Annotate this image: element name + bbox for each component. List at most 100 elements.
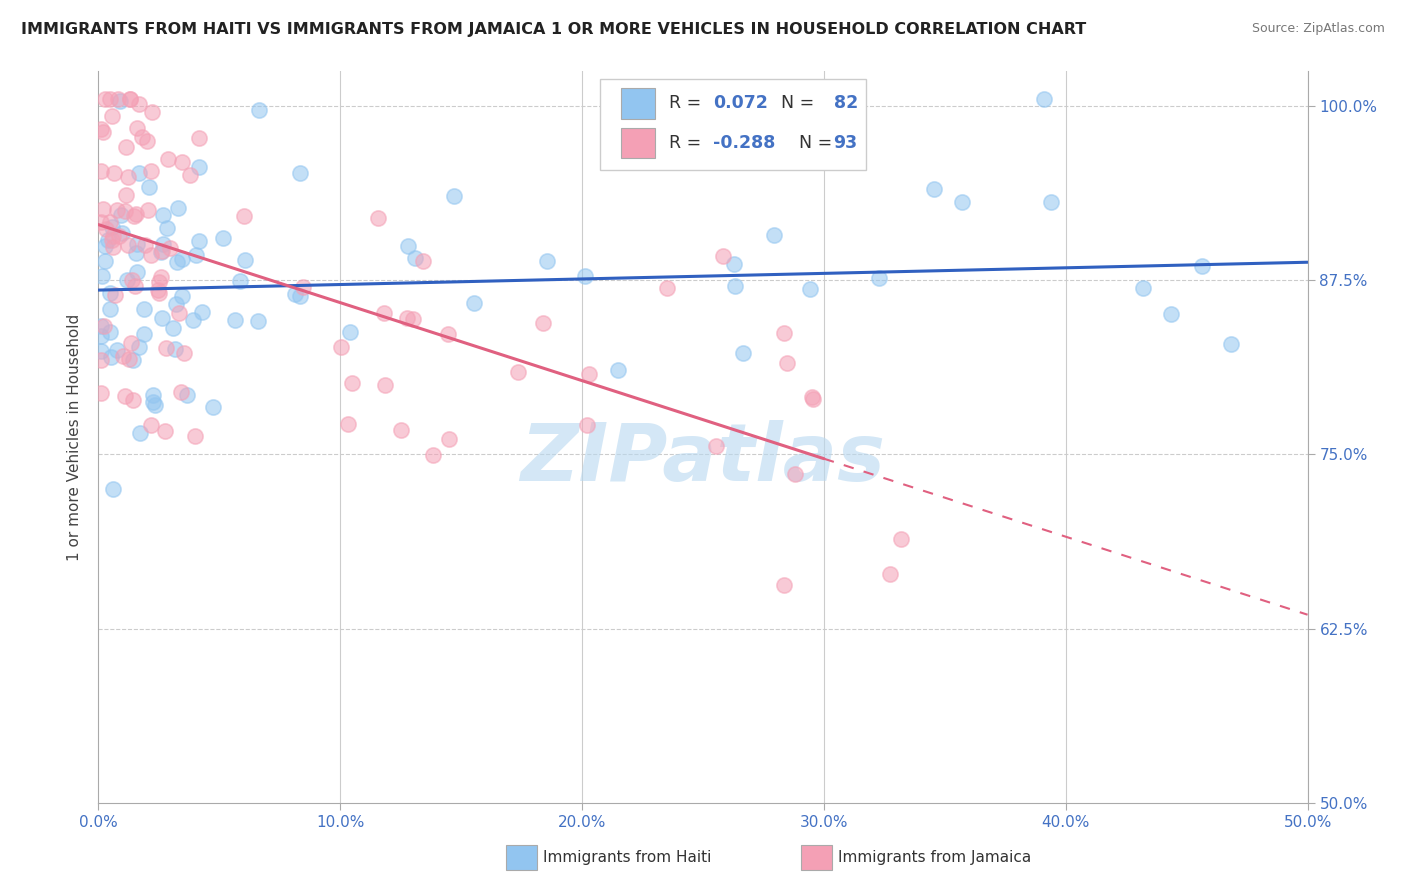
Point xyxy=(373,306,395,320)
Point xyxy=(146,283,169,297)
Point xyxy=(711,249,734,263)
Point xyxy=(773,578,796,592)
Point xyxy=(108,95,131,109)
Point xyxy=(291,279,314,293)
Point xyxy=(290,166,312,180)
Point xyxy=(163,342,186,356)
Point xyxy=(152,208,174,222)
Point xyxy=(127,121,149,136)
Point xyxy=(868,270,890,285)
Point xyxy=(134,238,156,252)
Point xyxy=(138,180,160,194)
Point xyxy=(115,272,138,286)
Point xyxy=(167,306,190,320)
Point xyxy=(173,346,195,360)
Point xyxy=(93,239,115,253)
Point xyxy=(128,166,150,180)
Point xyxy=(98,92,121,106)
Point xyxy=(134,301,156,316)
Point xyxy=(103,482,125,496)
Point xyxy=(187,234,209,248)
Point xyxy=(247,103,270,118)
Point xyxy=(437,326,460,341)
Point xyxy=(1160,307,1182,321)
Point xyxy=(91,202,114,216)
Point xyxy=(97,233,120,247)
Point xyxy=(128,97,150,112)
Text: ZIPatlas: ZIPatlas xyxy=(520,420,886,498)
Text: R =: R = xyxy=(669,134,707,152)
Point xyxy=(162,321,184,335)
Point xyxy=(141,418,163,433)
Point xyxy=(121,393,143,408)
Point xyxy=(101,220,124,235)
Point xyxy=(170,288,193,302)
Point xyxy=(142,388,165,402)
Point xyxy=(733,345,755,359)
Point xyxy=(110,209,132,223)
Point xyxy=(90,121,112,136)
Point xyxy=(121,273,143,287)
Point xyxy=(114,140,136,154)
Point xyxy=(578,368,600,382)
Point xyxy=(506,366,529,380)
Point xyxy=(118,92,141,106)
Point xyxy=(107,229,129,244)
Point xyxy=(762,228,785,243)
Point xyxy=(103,166,125,180)
Point xyxy=(443,188,465,202)
Point xyxy=(799,282,821,296)
Point xyxy=(132,327,155,342)
Point xyxy=(166,254,188,268)
Point xyxy=(284,287,307,301)
Text: R =: R = xyxy=(669,95,707,112)
Point xyxy=(211,230,233,244)
Point xyxy=(531,316,554,330)
Point xyxy=(94,222,117,236)
Point xyxy=(90,268,112,283)
Point xyxy=(143,398,166,412)
Point xyxy=(339,325,361,339)
Point xyxy=(233,253,256,268)
Point xyxy=(773,326,796,341)
Point xyxy=(1191,259,1213,273)
Point xyxy=(142,395,165,409)
Point xyxy=(141,104,163,119)
Point xyxy=(159,241,181,255)
Point xyxy=(574,268,596,283)
Point xyxy=(101,109,124,123)
Point xyxy=(290,289,312,303)
Point xyxy=(152,310,174,325)
Point xyxy=(114,389,136,403)
Point xyxy=(374,378,396,392)
Point xyxy=(201,401,224,415)
Point xyxy=(90,215,112,229)
Point xyxy=(98,215,121,229)
Point xyxy=(100,350,122,364)
Point xyxy=(187,160,209,174)
Point xyxy=(101,229,124,244)
Point xyxy=(924,182,946,196)
Point xyxy=(188,131,211,145)
Point xyxy=(124,246,146,260)
Point xyxy=(723,257,745,271)
Point xyxy=(184,248,207,262)
Point xyxy=(463,296,485,310)
Text: IMMIGRANTS FROM HAITI VS IMMIGRANTS FROM JAMAICA 1 OR MORE VEHICLES IN HOUSEHOLD: IMMIGRANTS FROM HAITI VS IMMIGRANTS FROM… xyxy=(21,22,1087,37)
Point xyxy=(125,265,148,279)
Point xyxy=(152,237,174,252)
Point xyxy=(329,340,352,354)
Point xyxy=(402,311,425,326)
Point xyxy=(90,344,112,359)
Point xyxy=(233,209,256,223)
FancyBboxPatch shape xyxy=(600,78,866,170)
Point xyxy=(103,240,125,254)
Point xyxy=(122,353,145,368)
Point xyxy=(170,155,193,169)
Point xyxy=(229,274,252,288)
Point xyxy=(122,209,145,223)
Point xyxy=(111,349,134,363)
Point xyxy=(723,279,745,293)
Point xyxy=(157,152,180,166)
Point xyxy=(576,417,599,432)
